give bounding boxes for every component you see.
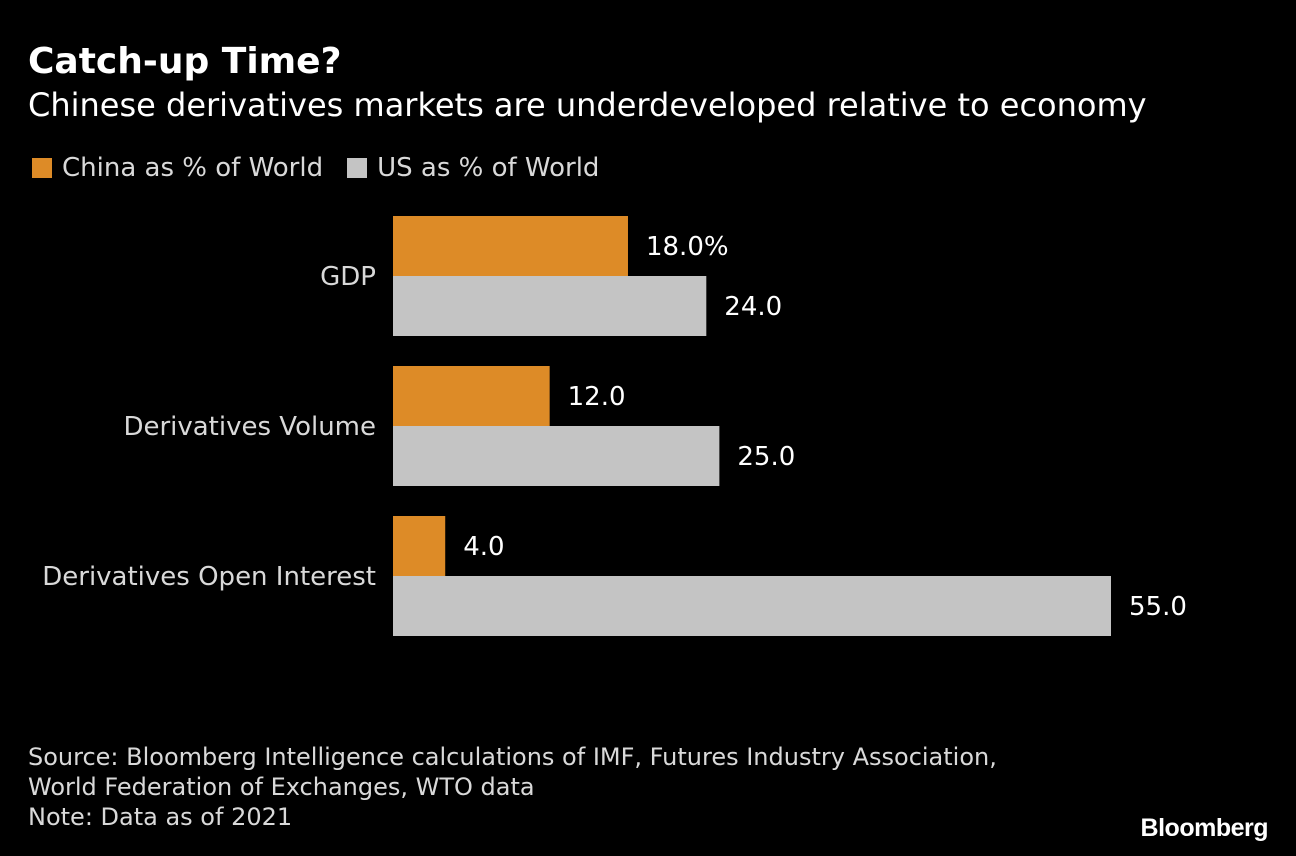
category-label: Derivatives Open Interest	[42, 562, 376, 592]
source-line-2: World Federation of Exchanges, WTO data	[28, 773, 535, 801]
data-label: 12.0	[568, 382, 626, 412]
legend: China as % of World US as % of World	[32, 150, 623, 186]
bar-chart: GDP 18.0% 24.0 Derivatives Volume 12.0 25.0 De…	[42, 216, 1187, 636]
legend-swatch-china	[32, 158, 52, 178]
legend-item-us: US as % of World	[347, 153, 599, 183]
legend-label-china: China as % of World	[62, 153, 324, 183]
bar-china	[393, 366, 550, 426]
bar-us	[393, 426, 720, 486]
legend-label-us: US as % of World	[377, 153, 600, 183]
legend-item-china: China as % of World	[32, 153, 323, 183]
chart-subtitle: Chinese derivatives markets are underdev…	[28, 86, 1147, 124]
source-line-1: Source: Bloomberg Intelligence calculati…	[28, 743, 997, 771]
data-label: 25.0	[737, 442, 795, 472]
category-label: GDP	[320, 262, 376, 292]
bar-us	[393, 276, 707, 336]
category-label: Derivatives Volume	[123, 412, 376, 442]
chart-title: Catch-up Time?	[28, 41, 342, 82]
chart-footer: Source: Bloomberg Intelligence calculati…	[28, 742, 997, 832]
bar-china	[393, 216, 628, 276]
bar-china	[393, 516, 446, 576]
note-line: Note: Data as of 2021	[28, 803, 293, 831]
bar-us	[393, 576, 1111, 636]
data-label: 24.0	[724, 292, 782, 322]
data-label: 55.0	[1129, 592, 1187, 622]
legend-swatch-us	[347, 158, 368, 178]
data-label: 18.0%	[646, 232, 729, 262]
bloomberg-logo: Bloomberg	[1140, 814, 1269, 842]
data-label: 4.0	[463, 532, 504, 562]
